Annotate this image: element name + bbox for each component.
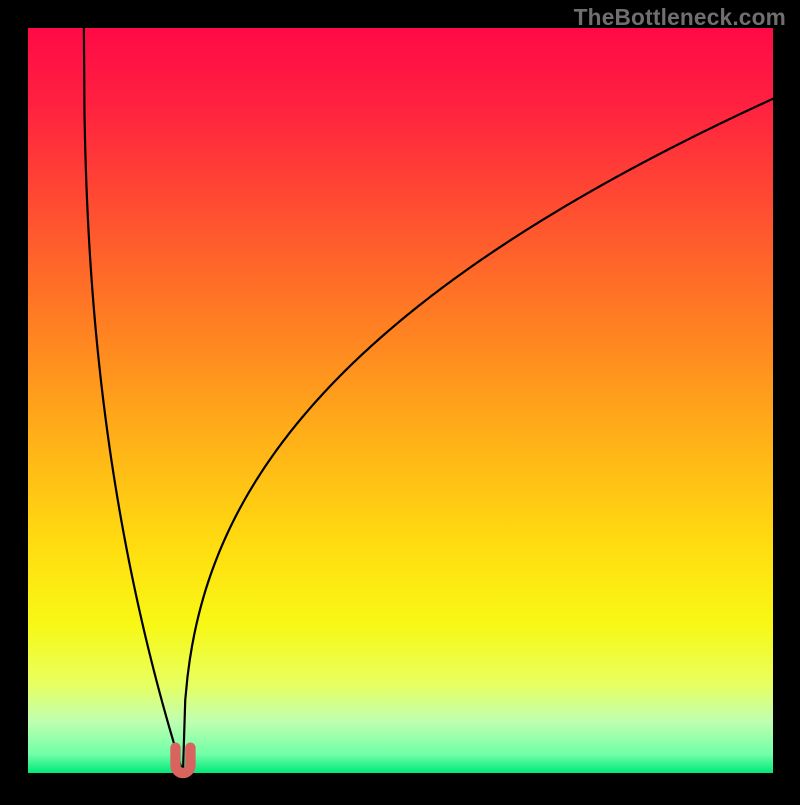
- source-watermark: TheBottleneck.com: [574, 4, 786, 31]
- chart-svg: [0, 0, 800, 800]
- gradient-background: [28, 28, 773, 773]
- bottleneck-chart: [0, 0, 800, 805]
